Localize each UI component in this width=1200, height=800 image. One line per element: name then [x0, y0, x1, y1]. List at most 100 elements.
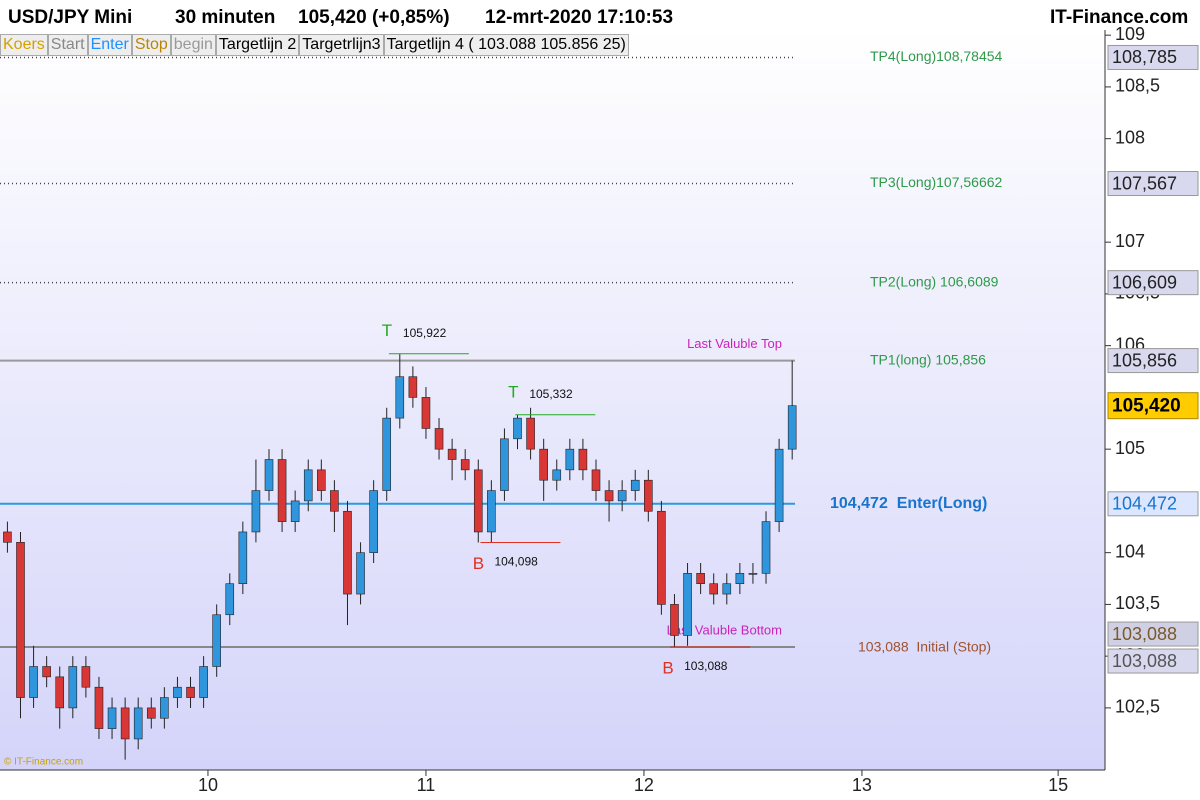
y-tick-label: 102,5 [1115, 697, 1160, 717]
last-price-label: 105,420 [1112, 396, 1181, 417]
toolbar-button[interactable]: begin [170, 34, 216, 56]
datetime: 12-mrt-2020 17:10:53 [485, 7, 674, 28]
candle-body [133, 707, 143, 740]
candle-body [787, 405, 797, 450]
candle-body [552, 469, 562, 481]
y-tick-label: 109 [1115, 24, 1145, 44]
price-box-label: 103,088 [1112, 651, 1177, 671]
x-tick-label: 15 [1048, 775, 1068, 795]
candle-body [3, 531, 12, 543]
candle-body [277, 459, 287, 522]
price-box-label: 108,785 [1112, 47, 1177, 67]
y-tick-label: 105 [1115, 438, 1145, 458]
toolbar-button[interactable]: Start [47, 34, 88, 56]
candle-body [146, 707, 156, 719]
candle-body [160, 697, 169, 719]
brand: IT-Finance.com [1050, 7, 1189, 28]
price-box [1107, 348, 1199, 374]
candle-body [735, 573, 745, 585]
level-label: TP1(long) 105,856 [870, 351, 986, 367]
price-box [1107, 44, 1199, 70]
price-box [1107, 491, 1199, 517]
candle-body [709, 583, 719, 595]
candle-body [500, 438, 509, 491]
price-box-label: 104,472 [1112, 494, 1177, 514]
candle-body [317, 469, 326, 491]
price-box-label: 107,567 [1112, 173, 1177, 193]
x-tick-label: 10 [198, 775, 218, 795]
marker-label: 105,332 [529, 387, 573, 401]
toolbar-button[interactable]: Koers [0, 34, 48, 56]
candle-body [81, 666, 91, 688]
candle-body [513, 417, 522, 440]
price-box-label: 105,856 [1112, 350, 1177, 370]
x-tick-label: 12 [634, 775, 654, 795]
toolbar-button[interactable]: Targetlijn 4 ( 103.088 105.856 25) [383, 34, 629, 56]
candle-body [408, 376, 418, 398]
candle-body [526, 417, 535, 450]
price-box [1107, 171, 1199, 197]
candle-body [696, 573, 705, 585]
candle-body [683, 573, 692, 636]
candle-body [604, 490, 614, 502]
level-label: TP2(Long) 106,6089 [870, 273, 999, 289]
candle-body [186, 686, 195, 698]
candle-body [68, 666, 78, 709]
candle-body [94, 686, 104, 729]
level-note: Last Valuble Top [687, 336, 782, 351]
marker-letter: T [508, 382, 518, 401]
price-box [1107, 621, 1199, 647]
candle-body [238, 531, 248, 585]
price-box [1107, 648, 1199, 674]
x-tick-label: 11 [417, 775, 436, 795]
candle-body [421, 397, 431, 429]
candle-body [16, 542, 25, 698]
candle-body [395, 376, 405, 419]
candle-body [591, 469, 601, 491]
candle-body [251, 490, 261, 533]
marker-label: 105,922 [403, 326, 447, 340]
candle-body [657, 510, 666, 605]
interval: 30 minuten [175, 7, 276, 28]
toolbar-button[interactable]: Stop [131, 34, 171, 56]
last-price-box [1107, 392, 1199, 420]
candle-body [447, 448, 457, 460]
level-note: Last Valuble Bottom [667, 622, 782, 637]
marker-letter: B [662, 659, 673, 678]
candle-body [487, 490, 496, 533]
candle-body [173, 686, 182, 698]
candle-body [199, 666, 208, 698]
candle-body [264, 459, 274, 491]
y-tick-label: 107 [1115, 231, 1145, 251]
toolbar-button[interactable]: Targetlijn 2 [215, 34, 300, 56]
y-tick-label: 104 [1115, 541, 1145, 561]
candle-body [774, 448, 784, 522]
candle-body [29, 666, 38, 698]
candle-body [212, 614, 221, 667]
y-tick-label: 108,5 [1115, 76, 1160, 96]
marker-label: 104,098 [494, 555, 538, 569]
price-box-label: 103,088 [1112, 624, 1177, 644]
candle-body [434, 428, 444, 450]
candle-body [382, 417, 392, 491]
level-label: TP3(Long)107,56662 [870, 174, 1003, 190]
candle-body [578, 448, 588, 471]
candle-body [473, 469, 483, 533]
y-tick-label: 108 [1115, 127, 1145, 147]
candle-body [539, 448, 548, 481]
toolbar-button[interactable]: Enter [87, 34, 132, 56]
candle-body [460, 459, 470, 471]
candle-body [630, 479, 640, 491]
marker-label: 103,088 [684, 659, 728, 673]
candle-body [343, 510, 352, 595]
candle-body [42, 666, 51, 678]
candle-body [120, 707, 130, 740]
candle-body [644, 479, 653, 512]
candle-body [290, 500, 300, 522]
candle-body [225, 583, 235, 616]
toolbar-button[interactable]: Targetrlijn3 [299, 34, 384, 56]
candle-body [303, 469, 313, 502]
price-box [1107, 270, 1199, 296]
level-label: 103,088 Initial (Stop) [858, 639, 991, 655]
